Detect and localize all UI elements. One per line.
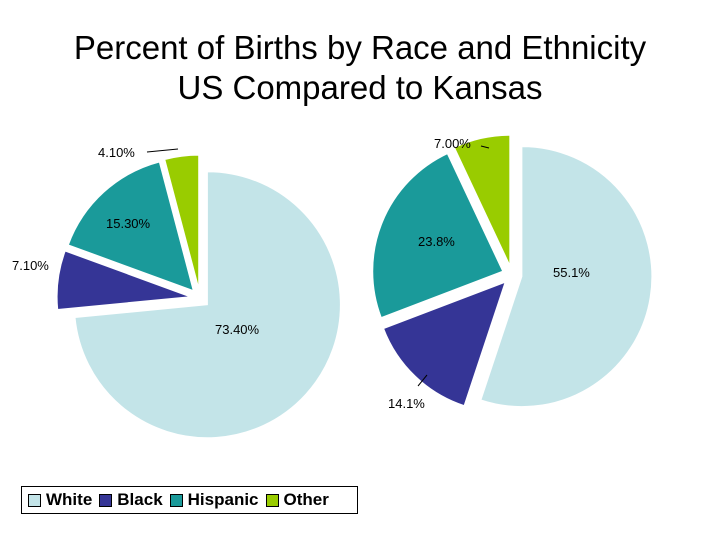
legend-swatch-white — [28, 493, 41, 507]
pie2-slice-hispanic — [372, 152, 504, 319]
pie2-label-black: 14.1% — [388, 396, 425, 411]
title-line-2: US Compared to Kansas — [177, 69, 543, 106]
pie2-leader-black — [417, 374, 428, 387]
legend-label-hispanic: Hispanic — [187, 490, 259, 509]
legend-item-white: White — [28, 490, 92, 510]
legend-label-white: White — [46, 490, 93, 509]
legend-swatch-black — [99, 493, 113, 507]
chart-title: Percent of Births by Race and Ethnicity … — [0, 28, 720, 108]
legend: White Black Hispanic Other — [21, 486, 358, 514]
pie2-slice-black — [382, 281, 506, 407]
pie1-leader-other — [146, 148, 179, 153]
pie1-slice-black — [56, 250, 191, 311]
legend-label-black: Black — [117, 490, 163, 509]
legend-item-other: Other — [265, 490, 329, 510]
legend-item-hispanic: Hispanic — [169, 490, 259, 510]
pie1-label-white: 73.40% — [215, 322, 260, 337]
title-line-1: Percent of Births by Race and Ethnicity — [73, 29, 647, 66]
pie2-slice-other — [453, 134, 511, 266]
pie2-slice-white — [480, 146, 653, 408]
pie2-label-white: 55.1% — [553, 265, 590, 280]
pie1-label-other: 4.10% — [98, 145, 135, 160]
pie1-slice-hispanic — [67, 161, 194, 292]
legend-swatch-hispanic — [169, 493, 183, 507]
legend-item-black: Black — [99, 490, 163, 510]
pie2-label-hispanic: 23.8% — [418, 234, 455, 249]
legend-label-other: Other — [283, 490, 329, 509]
pie1-slice-other — [164, 154, 200, 289]
pie1-slice-white — [74, 171, 341, 439]
pie2-label-other: 7.00% — [434, 136, 471, 151]
pie2-leader-other — [480, 145, 490, 149]
legend-swatch-other — [265, 493, 279, 507]
pie1-label-black: 7.10% — [12, 258, 49, 273]
pie1-label-hispanic: 15.30% — [106, 216, 151, 231]
